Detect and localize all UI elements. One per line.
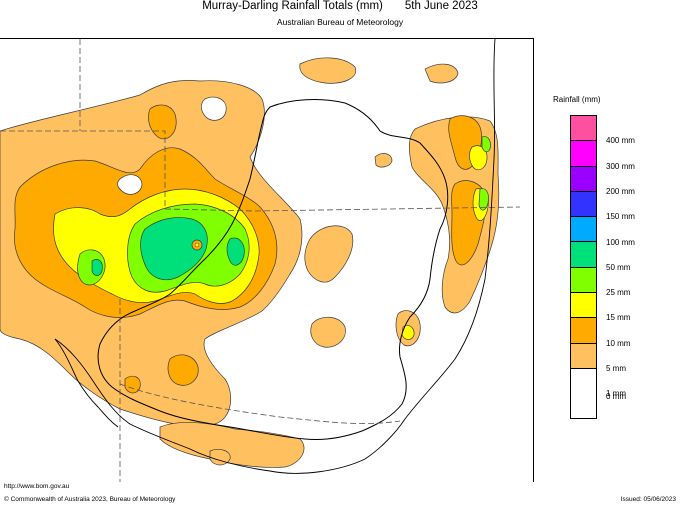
legend-swatch <box>571 141 596 167</box>
legend-swatch <box>571 318 596 344</box>
legend-label: 150 mm <box>606 212 635 222</box>
state-border-qld-nsw <box>0 130 521 212</box>
copyright-text: © Commonwealth of Australia 2023, Bureau… <box>4 496 176 503</box>
legend-swatch <box>571 116 596 142</box>
legend-label: 10 mm <box>606 338 631 348</box>
legend-swatch <box>571 293 596 319</box>
legend-label: 50 mm <box>606 262 631 272</box>
title-date: 5th June 2023 <box>404 0 478 12</box>
coastline <box>54 39 496 474</box>
legend-swatch <box>571 343 596 369</box>
legend-swatch <box>571 166 596 192</box>
title-text: Murray-Darling Rainfall Totals (mm) <box>202 0 383 12</box>
legend-label: 15 mm <box>606 313 631 323</box>
basin-boundary <box>97 99 449 440</box>
legend-label: 100 mm <box>606 237 635 247</box>
map-title: Murray-Darling Rainfall Totals (mm) 5th J… <box>0 0 680 12</box>
legend-title: Rainfall (mm) <box>553 95 601 104</box>
bom-url: http://www.bom.gov.au <box>4 483 70 490</box>
legend-swatch <box>571 217 596 243</box>
legend-label-zero: 0 mm <box>606 392 626 402</box>
legend-label: 5 mm <box>606 364 626 373</box>
legend-colorbar <box>570 115 597 419</box>
rain-zone-25to50 <box>140 217 208 281</box>
legend-swatch <box>571 368 596 418</box>
legend-swatch <box>571 242 596 268</box>
legend-swatch <box>571 267 596 294</box>
state-border-vic <box>119 383 401 424</box>
issued-date: Issued: 05/06/2023 <box>620 496 676 503</box>
legend-label: 300 mm <box>606 161 635 171</box>
legend-label: 200 mm <box>606 186 635 196</box>
legend-label: 25 mm <box>606 288 631 298</box>
state-border-sa <box>79 39 121 482</box>
legend-label: 400 mm <box>606 136 635 146</box>
legend-swatch <box>571 191 596 218</box>
map-subtitle: Australian Bureau of Meteorology <box>276 17 404 27</box>
legend-label: 1 mm <box>606 389 626 399</box>
rainfall-map <box>0 38 534 482</box>
